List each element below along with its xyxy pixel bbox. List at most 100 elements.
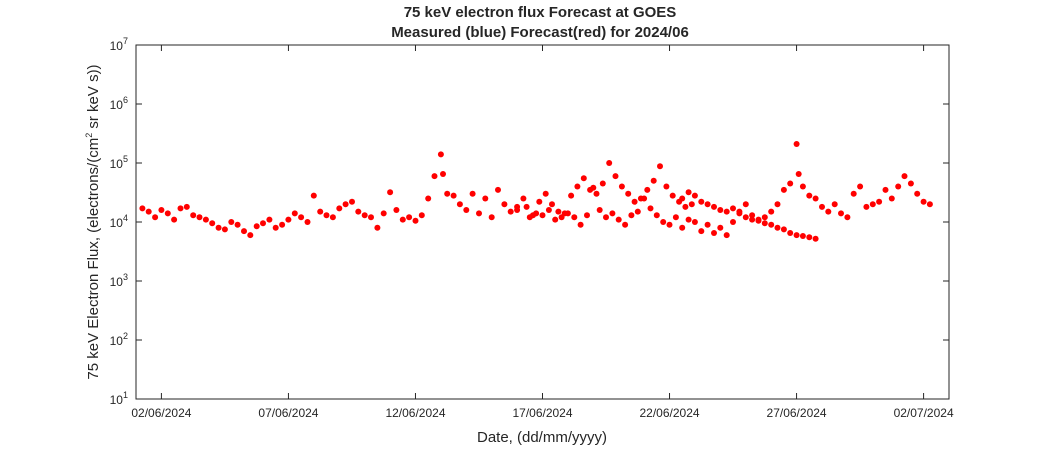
data-point: [555, 208, 562, 215]
data-point: [571, 214, 578, 221]
data-point: [723, 232, 730, 239]
y-tick-exponent: 2: [123, 331, 128, 341]
data-point: [742, 201, 749, 208]
data-point: [761, 214, 768, 221]
data-point: [768, 221, 775, 228]
data-point: [279, 221, 286, 228]
data-point: [806, 192, 813, 199]
data-point: [336, 205, 343, 212]
data-point: [406, 214, 413, 221]
data-point: [495, 186, 501, 193]
plot-area-frame: [135, 44, 950, 400]
data-point: [329, 214, 336, 221]
data-point: [615, 216, 622, 223]
data-point: [901, 173, 908, 180]
data-points: [139, 141, 933, 242]
data-point: [599, 180, 606, 187]
data-point: [444, 190, 451, 197]
data-point: [819, 203, 825, 210]
data-point: [374, 224, 381, 231]
data-point: [536, 198, 543, 205]
y-axis-label-superscript: 2: [84, 133, 94, 138]
data-point: [857, 183, 864, 190]
data-point: [412, 217, 419, 224]
data-point: [164, 210, 171, 217]
y-tick-exponent: 3: [123, 272, 128, 282]
data-point: [631, 198, 638, 205]
data-point: [895, 183, 902, 190]
data-point: [736, 210, 743, 217]
data-point: [596, 207, 603, 213]
data-point: [355, 208, 362, 215]
data-point: [463, 207, 470, 213]
data-point: [723, 208, 730, 215]
data-point: [310, 192, 317, 199]
data-point: [304, 219, 311, 225]
data-point: [514, 207, 521, 213]
data-point: [399, 216, 406, 223]
data-point: [609, 210, 616, 217]
data-point: [698, 228, 705, 235]
data-point: [145, 208, 152, 215]
x-tick-label: 02/06/2024: [131, 406, 191, 420]
data-point: [456, 201, 463, 208]
data-point: [361, 212, 368, 219]
data-point: [711, 203, 717, 210]
data-point: [787, 230, 794, 236]
data-point: [507, 208, 514, 215]
data-point: [622, 221, 629, 228]
data-point: [234, 221, 241, 228]
data-point: [323, 212, 330, 219]
data-point: [253, 223, 260, 230]
x-tick-label: 22/06/2024: [640, 406, 700, 420]
data-point: [679, 195, 686, 202]
data-point: [440, 171, 446, 177]
y-tick-base: 10: [110, 157, 124, 171]
data-point: [691, 219, 698, 225]
data-point: [844, 214, 851, 221]
data-point: [711, 230, 717, 236]
data-point: [650, 177, 657, 184]
data-point: [685, 189, 692, 196]
data-point: [368, 214, 374, 221]
y-tick-base: 10: [110, 98, 124, 112]
data-point: [644, 186, 651, 193]
data-point: [425, 195, 432, 202]
data-point: [799, 233, 806, 239]
data-point: [349, 198, 355, 205]
data-point: [450, 192, 457, 199]
data-point: [787, 180, 794, 187]
data-point: [603, 214, 609, 221]
data-point: [717, 224, 724, 231]
y-tick-base: 10: [110, 39, 124, 53]
data-point: [241, 228, 247, 235]
data-point: [666, 221, 673, 228]
data-point: [761, 220, 768, 227]
data-point: [799, 183, 806, 190]
data-point: [717, 207, 724, 213]
data-point: [291, 210, 298, 217]
data-point: [606, 160, 613, 166]
data-point: [202, 216, 209, 223]
y-tick-base: 10: [110, 275, 124, 289]
data-point: [749, 212, 756, 219]
data-point: [158, 207, 165, 213]
data-point: [587, 186, 594, 193]
data-point: [647, 205, 654, 212]
data-point: [577, 221, 584, 228]
y-axis-label: 75 keV Electron Flux, (electrons/(cm2 sr…: [84, 64, 102, 379]
data-point: [869, 201, 876, 208]
data-point: [469, 190, 476, 197]
data-point: [780, 226, 787, 233]
y-tick-label: 106: [110, 95, 128, 112]
data-point: [476, 210, 482, 217]
data-point: [876, 198, 883, 205]
data-point: [768, 208, 775, 215]
data-point: [530, 212, 536, 219]
data-point: [672, 214, 679, 221]
data-point: [247, 232, 254, 239]
x-tick-label: 17/06/2024: [512, 406, 572, 420]
data-point: [812, 195, 819, 202]
data-point: [152, 214, 159, 221]
